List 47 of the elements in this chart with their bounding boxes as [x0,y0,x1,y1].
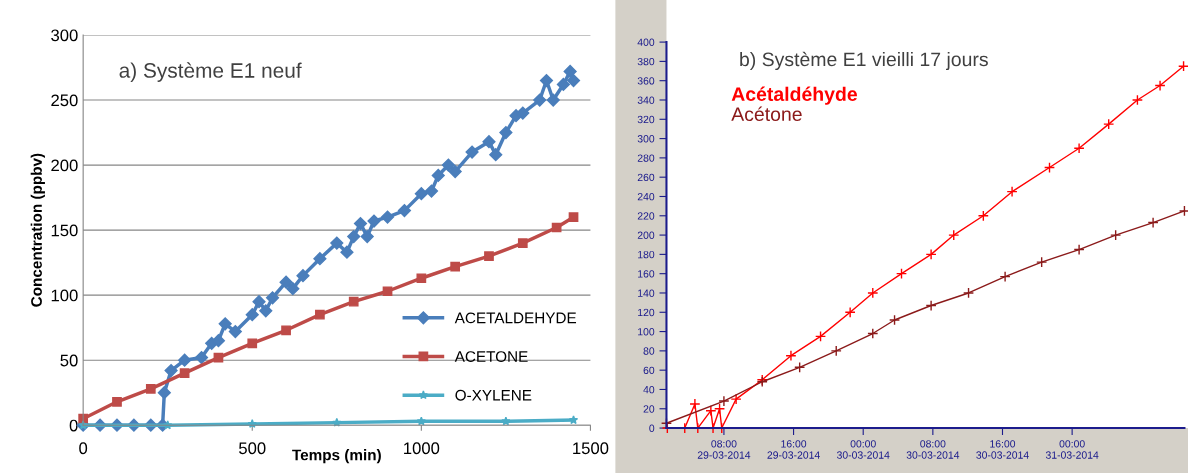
y-tick-label: 140 [638,289,655,297]
legend-label: ACETONE [454,351,528,362]
y-tick-label: 340 [637,96,655,104]
x-tick-label: 1000 [404,442,440,455]
x-tick-label: 16:00 29-03-2014 [767,440,820,459]
chart-title: b) Système E1 vieilli 17 jours [740,51,988,71]
y-tick-label: 150 [51,224,78,237]
text: Acétone [731,106,802,122]
x-tick-label: 00:00 31-03-2014 [1045,440,1099,459]
x-tick-label: 0 [79,442,88,455]
x-tick-label: 00:00 30-03-2014 [836,440,890,459]
y-tick-label: 50 [60,354,78,367]
x-tick-label: 1500 [573,442,609,455]
y-tick-label: 120 [638,308,655,317]
y-tick-label: 160 [638,270,655,278]
y-tick-label: 40 [643,385,655,394]
y-tick-label: 220 [637,212,655,220]
x-axis-title: Temps (min) [292,449,381,464]
y-tick-label: 250 [51,94,78,107]
y-tick-label: 60 [643,366,655,375]
x-tick-label: 08:00 29-03-2014 [697,440,751,459]
y-tick-label: 200 [51,159,78,172]
y-tick-label: 360 [637,77,655,85]
text: a) Système E1 neuf [119,62,302,82]
legend-label: O-XYLENE [455,389,532,401]
y-tick-label: 80 [643,347,655,355]
y-tick-label: 180 [638,250,655,259]
x-tick-label: 16:00 30-03-2014 [976,440,1029,459]
x-tick-label: 08:00 30-03-2014 [906,440,960,459]
y-axis-title: Concentration (ppbv) [30,153,45,307]
y-tick-label: 100 [638,328,655,336]
y-tick-label: 400 [637,38,655,46]
y-tick-label: 300 [637,135,655,143]
legend-label: ACETALDEHYDE [454,312,577,324]
text: Acétaldéhyde [731,86,857,105]
y-tick-label: 200 [637,231,655,239]
y-tick-label: 20 [643,405,655,413]
x-tick-label: 500 [239,442,266,455]
y-tick-label: 300 [51,29,78,42]
y-tick-label: 260 [637,173,655,182]
y-tick-label: 100 [51,289,78,302]
y-tick-label: 240 [637,192,655,201]
y-tick-label: 0 [649,424,655,432]
y-tick-label: 0 [69,419,78,432]
y-tick-label: 280 [637,154,655,162]
y-tick-label: 320 [637,115,655,124]
y-tick-label: 380 [637,57,655,66]
